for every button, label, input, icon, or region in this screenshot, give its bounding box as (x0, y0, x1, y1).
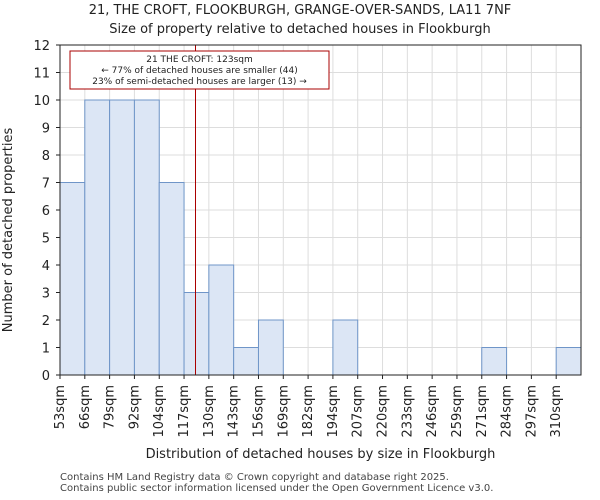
x-tick-label: 92sqm (127, 385, 142, 429)
x-tick-label: 156sqm (251, 385, 266, 438)
x-tick-label: 194sqm (326, 385, 341, 438)
x-tick-label: 182sqm (301, 385, 316, 438)
x-axis-ticks: 53sqm 66sqm 79sqm 92sqm 104sqm 117sqm 130sqm 14… (53, 375, 564, 438)
x-tick-label: 271sqm (475, 385, 490, 438)
bar-53sqm (59, 182, 86, 376)
x-tick-label: 169sqm (276, 385, 291, 438)
y-tick-label: 4 (42, 259, 50, 274)
x-tick-label: 233sqm (400, 385, 415, 438)
x-tick-label: 143sqm (227, 385, 242, 438)
x-tick-label: 246sqm (425, 385, 440, 438)
x-tick-label: 207sqm (351, 385, 366, 438)
footer-line-2: Contains public sector information licen… (60, 483, 494, 494)
annotation-line-1: 21 THE CROFT: 123sqm (146, 55, 253, 65)
annotation-box: 21 THE CROFT: 123sqm ← 77% of detached h… (69, 50, 330, 90)
y-tick-label: 11 (33, 67, 50, 82)
x-tick-label: 130sqm (202, 385, 217, 438)
x-tick-label: 220sqm (376, 385, 391, 438)
footer-line-1: Contains HM Land Registry data © Crown c… (60, 472, 449, 483)
y-tick-label: 5 (42, 232, 50, 247)
y-tick-label: 2 (42, 314, 50, 329)
y-tick-label: 0 (42, 369, 50, 384)
x-tick-label: 297sqm (524, 385, 539, 438)
y-tick-label: 12 (33, 39, 50, 54)
y-tick-label: 1 (42, 342, 50, 357)
x-axis-label: Distribution of detached houses by size … (146, 447, 496, 462)
y-tick-label: 9 (42, 122, 50, 137)
annotation-line-3: 23% of semi-detached houses are larger (… (92, 77, 307, 87)
bar-117sqm (183, 292, 210, 376)
bar-194sqm (332, 319, 359, 376)
x-tick-label: 104sqm (152, 385, 167, 438)
annotation-line-2: ← 77% of detached houses are smaller (44… (101, 66, 298, 76)
y-tick-label: 8 (42, 149, 50, 164)
x-tick-label: 284sqm (500, 385, 515, 438)
plot-area-border (59, 44, 582, 376)
bar-66sqm (84, 99, 111, 376)
bar-104sqm (158, 182, 185, 376)
bars (59, 99, 582, 376)
x-tick-label: 310sqm (549, 385, 564, 438)
bar-143sqm (233, 347, 259, 376)
x-tick-label: 117sqm (177, 385, 192, 438)
bar-271sqm (481, 347, 508, 376)
bar-156sqm (257, 319, 284, 376)
y-tick-label: 3 (42, 287, 50, 302)
bar-130sqm (208, 264, 235, 376)
y-tick-label: 7 (42, 177, 50, 192)
x-tick-label: 259sqm (450, 385, 465, 438)
chart-subtitle: Size of property relative to detached ho… (109, 22, 490, 37)
bar-79sqm (109, 99, 135, 376)
bar-310sqm (555, 347, 582, 376)
annotation-border (69, 50, 330, 90)
bar-92sqm (133, 99, 160, 376)
x-tick-label: 79sqm (103, 385, 118, 429)
chart-title: 21, THE CROFT, FLOOKBURGH, GRANGE-OVER-S… (89, 3, 512, 18)
y-axis-label: Number of detached properties (1, 128, 16, 333)
x-tick-label: 66sqm (78, 385, 93, 429)
y-tick-label: 6 (42, 204, 50, 219)
x-tick-label: 53sqm (53, 385, 68, 429)
y-tick-label: 10 (33, 94, 50, 109)
